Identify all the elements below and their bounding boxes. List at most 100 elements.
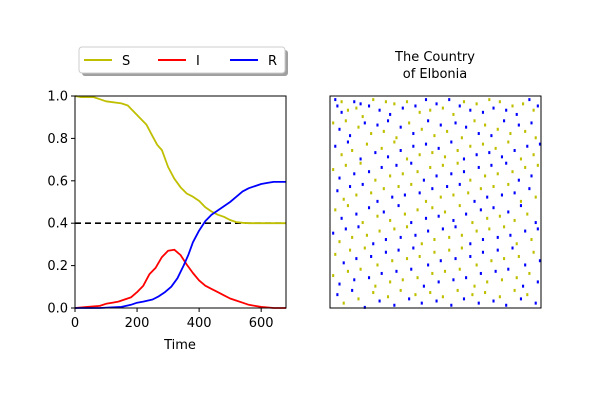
map-cell-s	[458, 204, 461, 208]
map-cell-r	[505, 108, 508, 112]
map-cell-r	[454, 257, 457, 261]
map-cell-r	[437, 146, 440, 150]
map-cell-s	[462, 100, 466, 104]
map-cell-s	[443, 210, 447, 214]
map-cell-r	[334, 98, 337, 102]
map-cell-s	[414, 293, 417, 297]
map-cell-r	[336, 293, 339, 297]
map-cell-r	[422, 178, 425, 182]
map-cell-r	[511, 246, 514, 250]
map-cell-s	[389, 218, 392, 222]
map-cell-r	[454, 121, 457, 125]
map-cell-s	[378, 229, 381, 233]
map-cell-s	[481, 142, 485, 146]
map-cell-s	[498, 100, 501, 104]
map-cell-s	[536, 163, 539, 167]
map-cell-s	[507, 182, 510, 186]
map-cell-s	[405, 157, 409, 161]
map-cell-s	[517, 255, 520, 258]
map-cell-s	[515, 242, 518, 246]
map-cell-s	[446, 129, 449, 133]
map-cell-s	[513, 288, 516, 292]
map-cell-r	[534, 221, 537, 225]
map-cell-s	[513, 218, 516, 222]
map-cell-r	[338, 282, 341, 286]
map-cell-r	[458, 182, 461, 186]
map-cell-s	[374, 284, 377, 288]
map-cell-s	[526, 212, 529, 216]
map-cell-r	[380, 271, 383, 275]
map-cell-s	[448, 248, 451, 252]
x-axis-label: Time	[163, 338, 196, 353]
map-cell-s	[429, 108, 432, 112]
map-cell-r	[435, 102, 438, 106]
y-tick-label: 0.8	[47, 132, 68, 147]
map-cell-r	[450, 172, 453, 176]
map-cell-s	[382, 129, 385, 133]
series-line-s	[74, 95, 286, 225]
map-cell-r	[486, 195, 489, 199]
map-cell-s	[418, 255, 421, 258]
map-cell-r	[344, 227, 347, 231]
map-cell-s	[346, 108, 349, 112]
map-cell-s	[519, 199, 523, 203]
map-cell-r	[536, 280, 539, 284]
map-cell-s	[403, 212, 406, 216]
map-cell-r	[526, 144, 529, 148]
map-cell-s	[494, 146, 497, 150]
map-cell-r	[494, 269, 497, 273]
map-cell-s	[433, 238, 436, 242]
map-cell-s	[496, 127, 499, 131]
map-cell-s	[397, 185, 400, 189]
map-cell-s	[355, 193, 358, 197]
map-cell-s	[496, 172, 499, 176]
map-cell-r	[424, 98, 428, 102]
map-cell-s	[429, 291, 432, 295]
map-cell-r	[412, 132, 415, 136]
map-cell-r	[536, 104, 539, 108]
map-cell-r	[513, 149, 516, 152]
map-cell-s	[380, 146, 383, 150]
map-cell-s	[431, 206, 434, 210]
map-cell-r	[376, 199, 379, 203]
map-cell-r	[412, 246, 415, 250]
map-cell-s	[361, 221, 364, 225]
map-cell-r	[515, 112, 518, 116]
map-cell-r	[340, 110, 343, 114]
map-cell-s	[401, 278, 404, 282]
map-cell-r	[524, 263, 527, 267]
map-cell-s	[471, 221, 474, 225]
map-cell-r	[393, 303, 396, 307]
map-cell-s	[408, 121, 411, 125]
map-cell-s	[443, 269, 447, 273]
legend-label-i: I	[196, 54, 200, 69]
map-cell-s	[399, 288, 402, 292]
map-cell-r	[507, 210, 510, 214]
map-cell-r	[536, 227, 539, 231]
map-cell-s	[365, 233, 368, 237]
map-cell-s	[372, 291, 375, 295]
map-cell-r	[370, 255, 373, 258]
x-tick-label: 400	[187, 316, 212, 331]
map-cell-s	[511, 170, 514, 174]
legend-label-r: R	[268, 54, 277, 69]
map-cell-r	[403, 193, 406, 197]
map-cell-s	[448, 235, 451, 239]
map-cell-r	[477, 165, 480, 169]
x-tick-label: 0	[71, 316, 79, 331]
map-cell-s	[401, 172, 404, 176]
map-cell-r	[414, 233, 417, 237]
map-cell-r	[418, 191, 421, 195]
map-cell-r	[517, 123, 520, 127]
map-cell-s	[488, 227, 491, 231]
map-cell-s	[384, 100, 387, 104]
map-cell-r	[500, 155, 504, 159]
map-cell-s	[511, 104, 514, 108]
map-cell-r	[496, 235, 499, 239]
map-cell-s	[439, 195, 442, 199]
map-cell-r	[355, 212, 358, 216]
map-cell-r	[513, 191, 516, 195]
map-cell-s	[418, 153, 421, 157]
map-cell-r	[363, 121, 366, 125]
map-cell-s	[355, 106, 358, 110]
